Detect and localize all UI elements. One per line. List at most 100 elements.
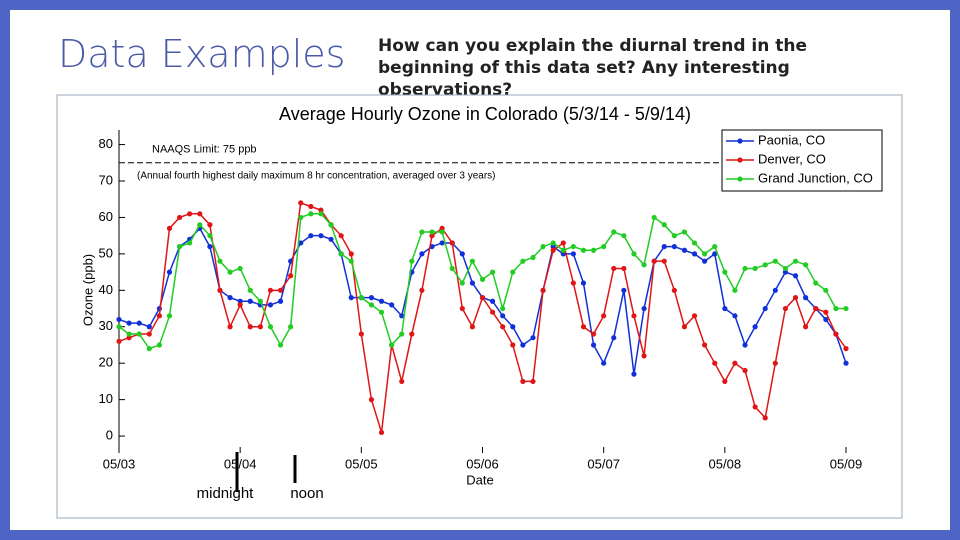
data-point xyxy=(742,265,748,272)
data-point xyxy=(762,415,768,421)
data-point xyxy=(439,229,445,235)
y-tick-label: 40 xyxy=(99,282,113,297)
data-point xyxy=(702,258,708,264)
data-point xyxy=(156,342,162,348)
data-point xyxy=(429,233,435,239)
data-point xyxy=(732,360,738,366)
data-point xyxy=(419,229,425,235)
data-point xyxy=(348,258,354,264)
data-point xyxy=(691,240,698,246)
data-point xyxy=(469,258,476,264)
data-point xyxy=(247,298,253,304)
data-point xyxy=(792,295,799,301)
legend-label: Denver, CO xyxy=(758,151,826,166)
data-point xyxy=(702,251,708,257)
data-point xyxy=(439,240,445,246)
data-point xyxy=(722,378,728,385)
data-point xyxy=(611,335,617,341)
data-point xyxy=(116,338,122,344)
data-point xyxy=(308,203,314,210)
data-point xyxy=(328,236,334,242)
y-tick-label: 80 xyxy=(99,136,113,151)
data-point xyxy=(813,280,819,286)
data-point xyxy=(399,313,405,319)
question: How can you explain the diurnal trend in… xyxy=(378,36,808,100)
data-point xyxy=(792,258,799,264)
data-point xyxy=(328,222,334,228)
data-point xyxy=(611,265,617,272)
data-point xyxy=(823,316,829,323)
data-point xyxy=(389,342,395,348)
data-point xyxy=(378,429,385,436)
annotation: midnight xyxy=(197,485,255,502)
data-point xyxy=(146,346,152,352)
data-point xyxy=(176,214,183,221)
data-point xyxy=(146,324,152,330)
data-point xyxy=(560,240,566,246)
data-point xyxy=(146,331,152,337)
data-point xyxy=(752,265,758,272)
data-point xyxy=(469,280,476,286)
data-point xyxy=(691,313,698,319)
data-point xyxy=(298,200,304,206)
x-tick-label: 05/09 xyxy=(830,456,863,471)
data-point xyxy=(237,265,243,272)
y-tick-label: 70 xyxy=(99,172,113,187)
data-point xyxy=(550,247,556,253)
data-point xyxy=(530,335,536,341)
data-point xyxy=(712,243,718,250)
data-point xyxy=(530,378,536,385)
data-point xyxy=(641,262,647,268)
data-point xyxy=(237,302,243,308)
data-point xyxy=(500,324,506,330)
data-point xyxy=(197,222,203,228)
data-point xyxy=(570,251,576,257)
data-point xyxy=(803,324,809,330)
data-point xyxy=(520,378,526,385)
data-point xyxy=(257,324,263,330)
data-point xyxy=(712,360,718,366)
data-point xyxy=(510,324,516,330)
legend-marker xyxy=(737,176,743,182)
data-point xyxy=(378,309,385,315)
y-tick-label: 10 xyxy=(99,391,113,406)
data-point xyxy=(358,331,364,337)
data-point xyxy=(712,251,718,257)
data-point xyxy=(681,247,688,253)
data-point xyxy=(813,305,819,312)
data-point xyxy=(126,335,132,341)
data-point xyxy=(378,298,385,304)
data-point xyxy=(772,287,778,293)
data-point xyxy=(348,251,354,257)
data-point xyxy=(227,324,233,330)
data-point xyxy=(288,324,294,330)
data-point xyxy=(358,295,364,301)
x-tick-label: 05/06 xyxy=(466,456,499,471)
data-point xyxy=(651,258,657,264)
data-point xyxy=(722,305,728,312)
data-point xyxy=(267,324,274,330)
data-point xyxy=(590,342,597,348)
reference-note: (Annual fourth highest daily maximum 8 h… xyxy=(137,170,496,181)
data-point xyxy=(691,251,698,257)
data-point xyxy=(702,342,708,348)
data-point xyxy=(752,404,758,410)
data-point xyxy=(318,233,324,239)
data-point xyxy=(227,269,233,275)
reference-label: NAAQS Limit: 75 ppb xyxy=(152,144,257,156)
data-point xyxy=(792,273,799,279)
data-point xyxy=(570,280,576,286)
data-point xyxy=(520,342,526,348)
data-point xyxy=(469,324,476,330)
data-point xyxy=(237,298,243,304)
data-point xyxy=(459,251,465,257)
data-point xyxy=(671,243,677,250)
legend-marker xyxy=(737,138,743,144)
x-tick-label: 05/07 xyxy=(587,456,620,471)
data-point xyxy=(429,229,435,235)
data-point xyxy=(843,346,849,352)
data-point xyxy=(399,378,405,385)
data-point xyxy=(550,240,556,246)
data-point xyxy=(590,247,597,253)
